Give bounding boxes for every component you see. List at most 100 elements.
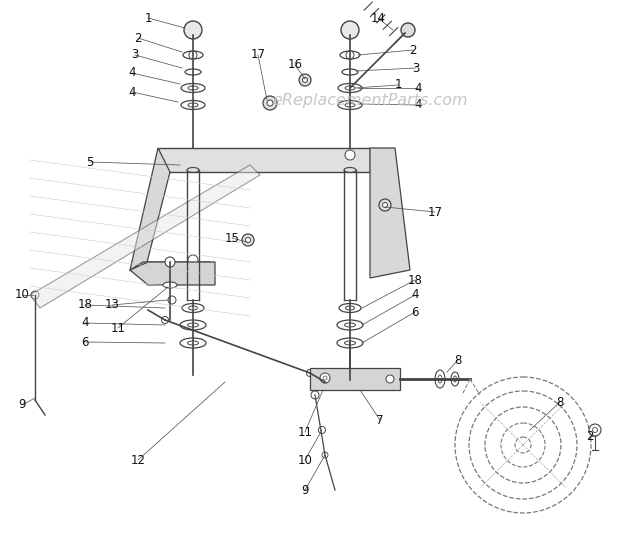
Ellipse shape (185, 69, 201, 75)
Ellipse shape (180, 338, 206, 348)
Circle shape (383, 203, 388, 208)
Text: 4: 4 (414, 81, 422, 94)
Circle shape (341, 21, 359, 39)
Ellipse shape (183, 51, 203, 59)
Text: 16: 16 (288, 59, 303, 71)
Circle shape (303, 77, 308, 82)
Ellipse shape (338, 100, 362, 109)
Ellipse shape (435, 370, 445, 388)
Circle shape (165, 257, 175, 267)
Text: 12: 12 (130, 453, 146, 467)
Ellipse shape (345, 86, 355, 90)
Ellipse shape (451, 372, 459, 386)
Text: 4: 4 (81, 317, 89, 329)
Ellipse shape (340, 51, 360, 59)
Text: 8: 8 (556, 395, 564, 408)
Text: 14: 14 (371, 12, 386, 25)
Text: 9: 9 (301, 484, 309, 496)
Polygon shape (370, 148, 410, 278)
Text: 10: 10 (14, 289, 29, 301)
Circle shape (189, 51, 197, 59)
Text: 2: 2 (587, 430, 594, 444)
Text: 3: 3 (131, 48, 139, 61)
Circle shape (345, 150, 355, 160)
Ellipse shape (187, 341, 198, 345)
Ellipse shape (337, 338, 363, 348)
Ellipse shape (345, 306, 355, 310)
Circle shape (386, 375, 394, 383)
Circle shape (379, 199, 391, 211)
Ellipse shape (180, 320, 206, 330)
Circle shape (346, 51, 354, 59)
Circle shape (242, 234, 254, 246)
Ellipse shape (163, 282, 177, 288)
Ellipse shape (345, 103, 355, 107)
Circle shape (320, 373, 330, 383)
Ellipse shape (342, 69, 358, 75)
Polygon shape (30, 165, 260, 308)
Text: 1: 1 (144, 12, 152, 25)
Circle shape (322, 452, 328, 458)
Text: 3: 3 (412, 61, 420, 75)
Text: 7: 7 (376, 413, 384, 427)
Ellipse shape (188, 86, 198, 90)
Text: 6: 6 (411, 305, 418, 318)
Text: 17: 17 (428, 205, 443, 219)
Text: 2: 2 (409, 43, 417, 57)
Circle shape (593, 428, 598, 433)
Text: 9: 9 (18, 399, 26, 412)
Circle shape (321, 375, 329, 383)
Circle shape (168, 296, 176, 304)
Text: 11: 11 (110, 322, 125, 334)
Ellipse shape (181, 83, 205, 92)
Text: 4: 4 (128, 86, 136, 98)
Text: 13: 13 (105, 299, 120, 311)
Text: 4: 4 (128, 66, 136, 80)
Circle shape (311, 391, 319, 399)
Ellipse shape (345, 323, 355, 327)
Circle shape (323, 376, 327, 380)
Text: 11: 11 (298, 425, 312, 439)
Circle shape (401, 23, 415, 37)
Text: 18: 18 (407, 273, 422, 287)
Ellipse shape (182, 304, 204, 312)
Text: 2: 2 (135, 31, 142, 44)
Circle shape (246, 238, 250, 243)
Text: 18: 18 (78, 299, 92, 311)
Polygon shape (310, 368, 400, 390)
Circle shape (31, 291, 39, 299)
Text: 17: 17 (250, 48, 265, 61)
Circle shape (306, 369, 314, 377)
Polygon shape (130, 148, 170, 278)
Ellipse shape (188, 103, 198, 107)
Text: 1: 1 (394, 79, 402, 92)
Ellipse shape (188, 306, 198, 310)
Ellipse shape (338, 83, 362, 92)
Polygon shape (130, 262, 215, 285)
Circle shape (161, 317, 169, 323)
Ellipse shape (345, 341, 355, 345)
Polygon shape (130, 262, 210, 278)
Ellipse shape (181, 100, 205, 109)
Ellipse shape (453, 376, 456, 382)
Circle shape (267, 100, 273, 106)
Text: 4: 4 (414, 98, 422, 111)
Text: 10: 10 (298, 453, 312, 467)
Ellipse shape (339, 304, 361, 312)
Text: 6: 6 (81, 335, 89, 349)
Polygon shape (158, 148, 370, 172)
Circle shape (188, 255, 198, 265)
Circle shape (589, 424, 601, 436)
Text: 15: 15 (224, 232, 239, 244)
Ellipse shape (438, 375, 442, 383)
Text: 8: 8 (454, 354, 462, 367)
Circle shape (319, 427, 326, 434)
Text: 4: 4 (411, 289, 418, 301)
Text: 5: 5 (86, 155, 94, 169)
Circle shape (263, 96, 277, 110)
Text: eReplacementParts.com: eReplacementParts.com (272, 92, 468, 108)
Ellipse shape (337, 320, 363, 330)
Circle shape (299, 74, 311, 86)
Circle shape (184, 21, 202, 39)
Ellipse shape (187, 323, 198, 327)
